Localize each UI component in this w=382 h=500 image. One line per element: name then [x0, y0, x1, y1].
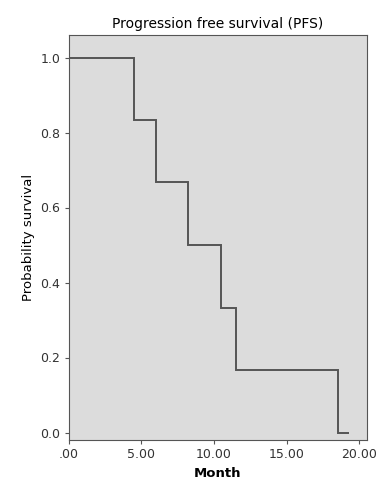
X-axis label: Month: Month — [194, 467, 241, 480]
Y-axis label: Probability survival: Probability survival — [22, 174, 35, 301]
Title: Progression free survival (PFS): Progression free survival (PFS) — [112, 17, 324, 31]
